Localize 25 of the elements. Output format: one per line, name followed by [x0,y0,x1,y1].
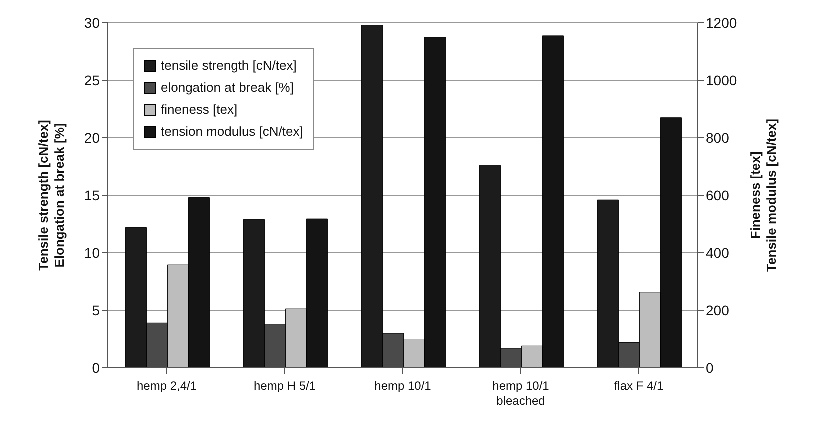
x-tick-label: hemp 2,4/1 [136,379,198,393]
y2-tick-label: 0 [706,360,714,376]
y-tick-label: 25 [84,72,100,88]
x-tick-label: hemp H 5/1 [254,379,316,393]
y2-tick-label: 1000 [706,72,738,88]
y2-tick-label: 400 [706,244,730,261]
legend-label: tension modulus [cN/tex] [161,123,304,141]
y-tick-label: 20 [84,130,100,146]
y-tick-label: 30 [84,14,100,31]
y-tick-label: 0 [92,360,100,376]
legend-label: fineness [tex] [161,101,238,119]
y2-tick-label: 800 [706,130,730,146]
x-tick-label: hemp 10/1 [374,379,432,393]
y-tick-label: 10 [84,244,100,261]
legend-label: tensile strength [cN/tex] [161,57,297,75]
y-tick-label: 15 [84,187,100,204]
y-tick-label: 5 [92,302,100,318]
x-tick-label: hemp 10/1 bleached [492,379,550,408]
legend-label: elongation at break [%] [161,79,294,97]
x-tick-label: flax F 4/1 [614,379,664,393]
y2-axis-title: Fineness [tex] Tensile modulus [cN/tex] [748,119,779,272]
y2-tick-label: 600 [706,187,730,204]
y2-tick-label: 1200 [706,14,738,31]
y-axis-title: Tensile strength [cN/tex] Elongation at break [%] [36,120,67,271]
y2-tick-label: 200 [706,302,730,318]
